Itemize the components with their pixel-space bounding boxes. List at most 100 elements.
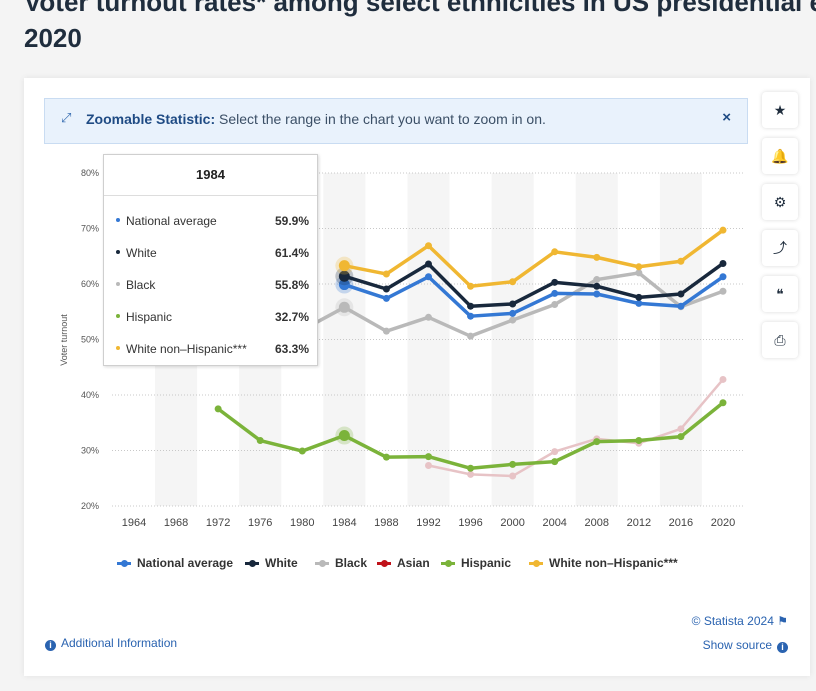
zoom-banner-description: Select the range in the chart you want t…: [219, 111, 546, 127]
data-point: [719, 259, 727, 267]
data-point: [635, 263, 643, 271]
data-point: [214, 405, 222, 413]
data-point: [509, 316, 517, 324]
zoom-banner-label: Zoomable Statistic:: [86, 111, 216, 127]
series-dot-icon: [116, 250, 120, 254]
data-point: [382, 453, 390, 461]
data-point: [338, 270, 350, 282]
series-dot-icon: [116, 282, 120, 286]
data-point: [424, 260, 432, 268]
y-tick-label: 40%: [81, 390, 99, 400]
data-point: [551, 458, 559, 466]
x-tick-label: 1996: [458, 517, 482, 529]
quote-button[interactable]: ❝: [762, 276, 798, 312]
y-tick-label: 60%: [81, 279, 99, 289]
data-point: [635, 299, 643, 307]
show-source-link[interactable]: Show source i: [703, 638, 788, 653]
expand-icon: ⤢: [61, 110, 72, 125]
legend-label: Asian: [397, 556, 430, 570]
data-point: [509, 460, 517, 468]
share-button[interactable]: ⤴: [762, 230, 798, 266]
additional-information-link[interactable]: i Additional Information: [45, 636, 177, 651]
print-button[interactable]: ⎙: [762, 322, 798, 358]
data-point: [635, 293, 643, 301]
tooltip-series-value: 59.9%: [274, 214, 309, 228]
copyright-label: © Statista 2024: [691, 614, 774, 628]
legend-marker-icon: [315, 560, 329, 567]
print-icon: ⎙: [774, 331, 786, 348]
data-point: [677, 425, 685, 433]
close-icon[interactable]: ×: [722, 109, 731, 126]
column-band: [659, 173, 702, 506]
info-icon: i: [777, 642, 788, 653]
y-tick-label: 80%: [81, 168, 99, 178]
data-point: [593, 290, 601, 298]
series-line: [217, 401, 725, 471]
y-tick-label: 50%: [81, 335, 99, 345]
gear-button[interactable]: ⚙: [762, 184, 798, 220]
data-point: [467, 470, 475, 478]
series-line: [343, 275, 724, 318]
x-tick-label: 1980: [290, 517, 314, 529]
data-point: [382, 285, 390, 293]
x-tick-label: 1976: [248, 517, 272, 529]
bell-button[interactable]: 🔔: [762, 138, 798, 174]
data-point: [551, 248, 559, 256]
data-point: [551, 301, 559, 309]
data-point: [719, 375, 727, 383]
column-band: [323, 173, 366, 506]
x-tick-label: 1972: [206, 517, 230, 529]
tooltip-series-value: 63.3%: [274, 342, 309, 356]
data-point: [509, 278, 517, 286]
x-tick-label: 2020: [711, 517, 735, 529]
data-point: [677, 302, 685, 310]
data-point: [593, 276, 601, 284]
legend-marker-icon: [245, 560, 259, 567]
gear-icon: ⚙: [773, 193, 787, 210]
tooltip-series-name: White non–Hispanic***: [126, 342, 247, 356]
series-line: [343, 262, 725, 308]
show-source-label: Show source: [702, 638, 772, 652]
zoom-banner: ⤢ Zoomable Statistic: Select the range i…: [44, 98, 748, 144]
page-title-line1: Voter turnout rates* among select ethnic…: [24, 0, 816, 17]
data-point: [467, 282, 475, 290]
data-point: [509, 472, 517, 480]
y-tick-label: 30%: [81, 446, 99, 456]
star-button[interactable]: ★: [762, 92, 798, 128]
zoom-banner-text: Zoomable Statistic: Select the range in …: [86, 111, 546, 127]
data-point: [551, 278, 559, 286]
legend-marker-icon: [441, 560, 455, 567]
data-point: [338, 430, 350, 442]
statista-copyright[interactable]: © Statista 2024 ⚑: [692, 614, 788, 628]
tooltip-row: White 61.4%: [116, 244, 309, 264]
series-dot-icon: [116, 314, 120, 318]
data-point: [467, 312, 475, 320]
x-tick-label: 2008: [585, 517, 609, 529]
legend-label: National average: [137, 556, 234, 570]
x-tick-label: 1984: [332, 517, 356, 529]
page-title-line2: 2020: [24, 23, 82, 53]
data-point: [677, 257, 685, 265]
x-tick-label: 1992: [416, 517, 440, 529]
data-point: [635, 269, 643, 277]
data-point: [719, 273, 727, 281]
data-point: [509, 309, 517, 317]
data-point: [593, 253, 601, 261]
data-point: [424, 242, 432, 250]
data-point: [719, 287, 727, 295]
y-tick-label: 20%: [81, 501, 99, 511]
data-point: [677, 290, 685, 298]
quote-icon: ❝: [776, 285, 784, 302]
flag-icon: ⚑: [777, 614, 788, 628]
tooltip-row: National average 59.9%: [116, 212, 309, 232]
y-tick-label: 70%: [81, 224, 99, 234]
tooltip-series-name: Hispanic: [126, 310, 173, 324]
x-tick-label: 1968: [164, 517, 188, 529]
tooltip-series-name: Black: [126, 278, 156, 292]
data-point: [467, 302, 475, 310]
tooltip-series-name: White: [126, 246, 157, 260]
data-point: [338, 301, 350, 313]
y-axis-label: Voter turnout: [59, 314, 69, 366]
tooltip-series-value: 32.7%: [274, 310, 309, 324]
series-dot-icon: [116, 218, 120, 222]
